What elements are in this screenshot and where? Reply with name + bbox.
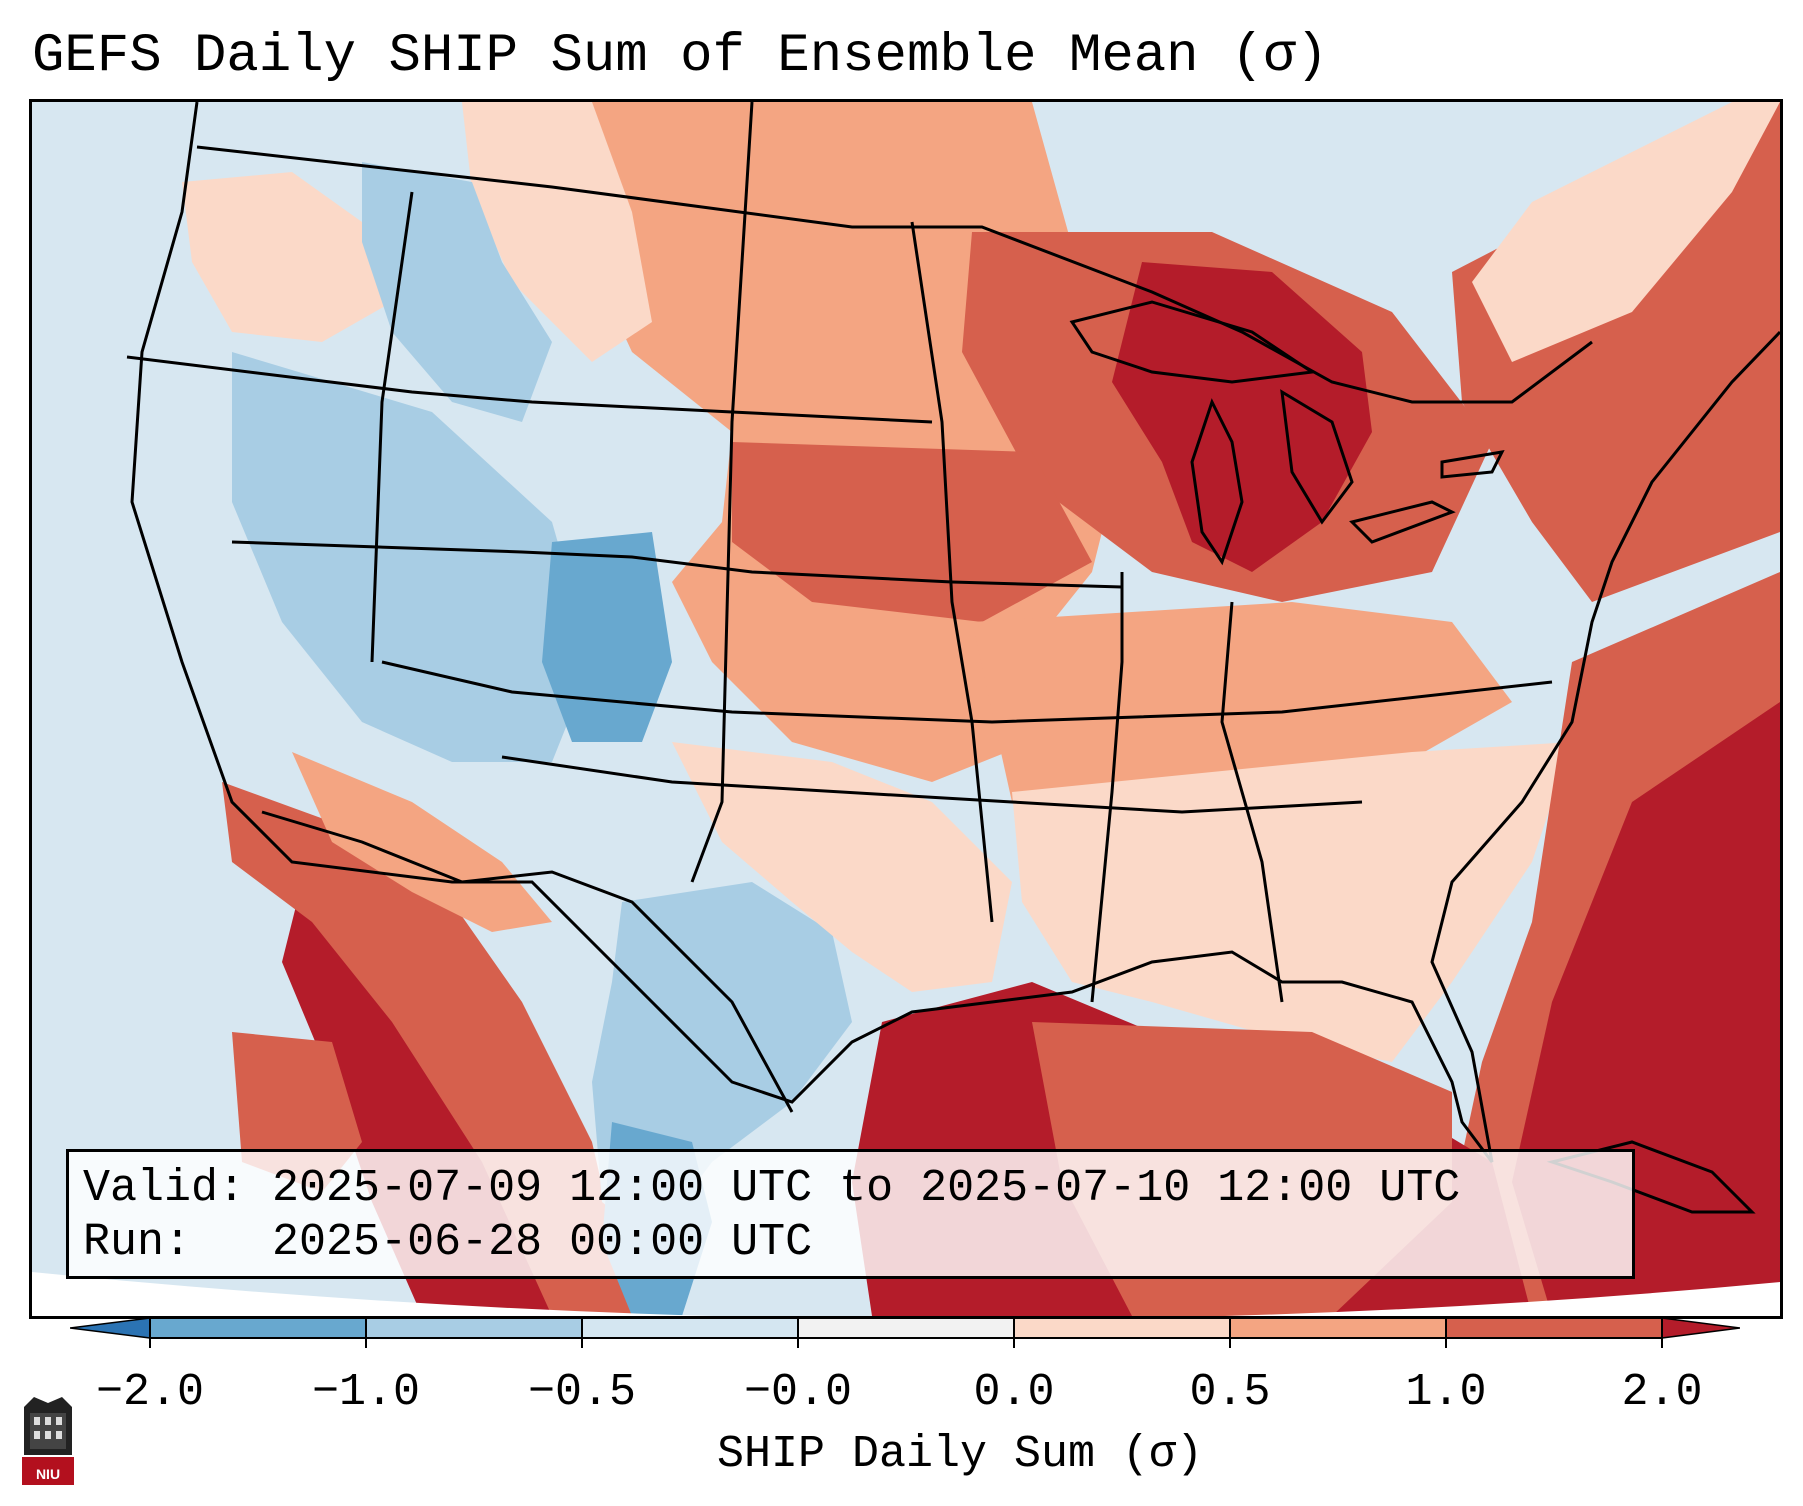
niu-logo-icon — [22, 1397, 74, 1485]
colorbar-svg — [69, 1317, 1741, 1348]
colorbar-seg-5 — [1230, 1318, 1446, 1338]
colorbar-seg-1 — [366, 1318, 582, 1338]
colorbar-seg-0 — [150, 1318, 366, 1338]
colorbar-tick-label: 1.0 — [1405, 1367, 1487, 1418]
pacific-nw-pale — [182, 172, 392, 342]
border-37 — [381, 660, 1553, 724]
rockies-cool — [542, 532, 672, 742]
southwest-warm — [292, 752, 552, 932]
colorbar-label: SHIP Daily Sum (σ) — [716, 1429, 1204, 1480]
colorbar-tick-label: −2.0 — [95, 1367, 205, 1418]
valid-value: 2025-07-09 12:00 UTC to 2025-07-10 12:00… — [272, 1163, 1461, 1214]
colorbar-seg-3 — [798, 1318, 1014, 1338]
run-label: Run: — [83, 1217, 192, 1268]
valid-row: Valid: 2025-07-09 12:00 UTC to 2025-07-1… — [83, 1162, 1618, 1216]
state-borders — [126, 102, 1780, 1214]
meridian-88 — [1090, 572, 1124, 1003]
northern-plains-pale — [462, 102, 652, 362]
southeast-pale — [1012, 742, 1572, 1062]
lake-michigan — [1190, 398, 1244, 566]
lake-erie — [1349, 500, 1456, 544]
run-value: 2025-06-28 00:00 UTC — [272, 1217, 813, 1268]
midwest-light — [972, 602, 1512, 802]
map-svg — [32, 102, 1780, 1316]
border-41 — [231, 540, 1123, 589]
colorbar-seg-2 — [582, 1318, 798, 1338]
colorbar-under-arrow — [69, 1317, 151, 1339]
west-cool — [232, 352, 592, 762]
us-outline — [130, 102, 1780, 1163]
border-34 — [501, 755, 1363, 814]
colorbar — [69, 1317, 1741, 1363]
colorbar-tick-label: 0.5 — [1189, 1367, 1271, 1418]
colorbar-seg-6 — [1446, 1318, 1662, 1338]
pacific-nw-cool — [362, 162, 552, 422]
meridian-111 — [370, 191, 414, 663]
run-row: Run: 2025-06-28 00:00 UTC — [83, 1216, 1618, 1270]
niu-logo: NIU — [20, 1393, 76, 1487]
lake-superior — [1069, 300, 1317, 384]
lake-ontario — [1440, 450, 1505, 479]
colorbar-tick-label: 0.0 — [973, 1367, 1055, 1418]
colorbar-tick-label: 2.0 — [1621, 1367, 1703, 1418]
southwest-pale — [672, 742, 1012, 992]
border-45 — [126, 355, 933, 424]
mex-border — [261, 810, 794, 1113]
colorbar-tick-label: −0.0 — [743, 1367, 853, 1418]
colorbar-over-arrow — [1661, 1317, 1741, 1339]
valid-run-box: Valid: 2025-07-09 12:00 UTC to 2025-07-1… — [66, 1149, 1635, 1279]
colorbar-tick-label: −1.0 — [311, 1367, 421, 1418]
meridian-104 — [690, 102, 754, 883]
lake-huron — [1280, 389, 1354, 525]
projection-edge — [32, 1272, 1780, 1316]
niu-logo-text: NIU — [35, 1466, 61, 1482]
chart-title: GEFS Daily SHIP Sum of Ensemble Mean (σ) — [32, 26, 1329, 87]
meridian-84 — [1220, 601, 1284, 1003]
colorbar-tick-label: −0.5 — [527, 1367, 637, 1418]
meridian-96 — [910, 221, 994, 923]
canada-border — [196, 145, 1593, 404]
valid-label: Valid: — [83, 1163, 246, 1214]
northeast-pale — [1472, 102, 1780, 362]
colorbar-seg-4 — [1014, 1318, 1230, 1338]
map-panel — [29, 99, 1783, 1319]
